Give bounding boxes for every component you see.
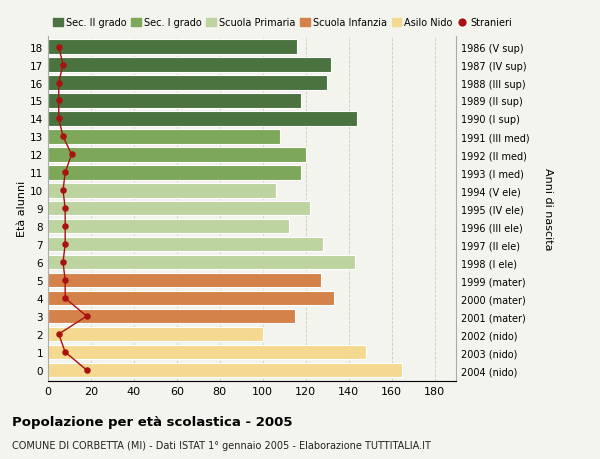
Bar [48,219,289,234]
Point [54,80,64,87]
Bar [48,309,295,324]
Bar [48,112,357,126]
Point [61,241,70,248]
Point [61,349,70,356]
Text: Popolazione per età scolastica - 2005: Popolazione per età scolastica - 2005 [12,415,293,428]
Point [67,151,76,159]
Bar [48,58,331,73]
Y-axis label: Anni di nascita: Anni di nascita [544,168,553,250]
Point [82,313,91,320]
Bar [48,148,305,162]
Bar [48,94,301,108]
Y-axis label: Età alunni: Età alunni [17,181,27,237]
Point [54,330,64,338]
Point [54,98,64,105]
Legend: Sec. II grado, Sec. I grado, Scuola Primaria, Scuola Infanzia, Asilo Nido, Stran: Sec. II grado, Sec. I grado, Scuola Prim… [53,18,512,28]
Point [61,169,70,177]
Bar [48,345,366,359]
Point [54,116,64,123]
Bar [48,363,403,377]
Bar [48,256,355,270]
Point [58,62,68,69]
Bar [48,40,297,55]
Bar [48,274,321,288]
Bar [48,237,323,252]
Point [61,205,70,213]
Point [61,277,70,284]
Bar [48,327,263,341]
Bar [48,76,327,90]
Text: COMUNE DI CORBETTA (MI) - Dati ISTAT 1° gennaio 2005 - Elaborazione TUTTITALIA.I: COMUNE DI CORBETTA (MI) - Dati ISTAT 1° … [12,440,431,450]
Bar [48,166,301,180]
Bar [48,184,275,198]
Point [58,259,68,266]
Point [61,223,70,230]
Point [61,295,70,302]
Bar [48,202,310,216]
Point [58,187,68,195]
Point [54,44,64,51]
Point [58,134,68,141]
Bar [48,130,280,144]
Bar [48,291,334,306]
Point [82,367,91,374]
